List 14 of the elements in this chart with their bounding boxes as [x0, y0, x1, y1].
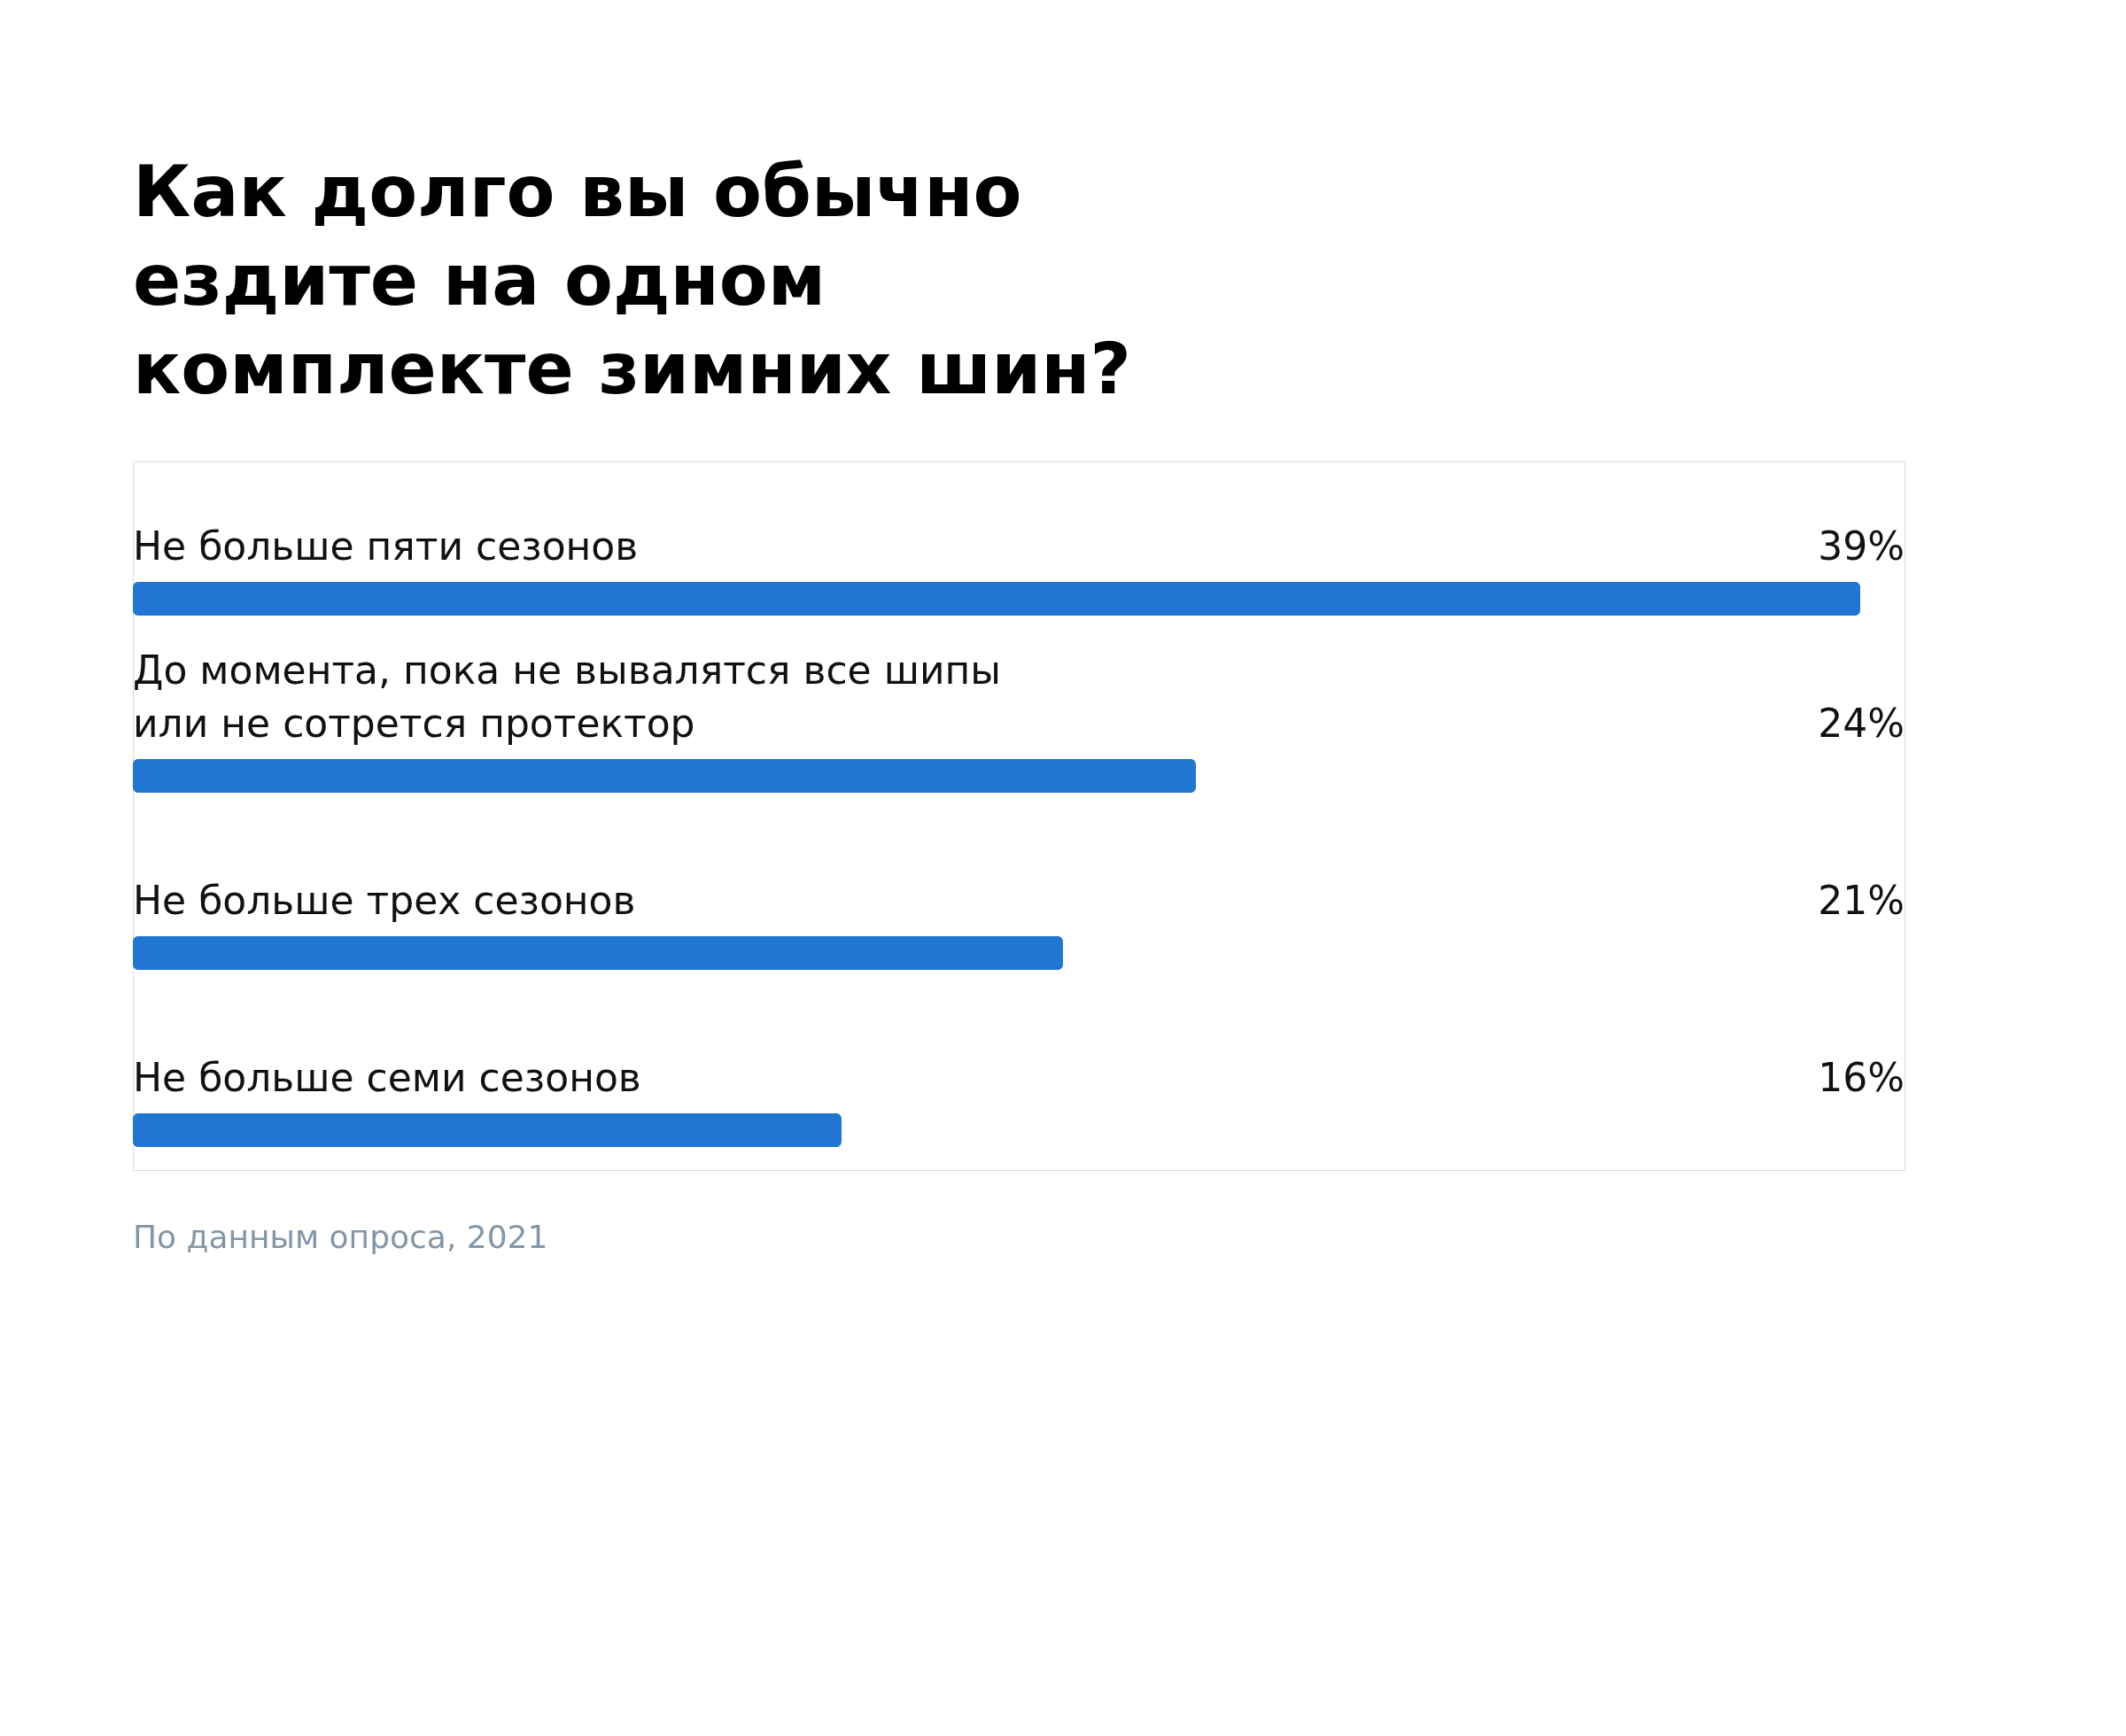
- y-tick-label: До момента, пока не вывалятся все шипы или не сотрется протектор: [133, 647, 1002, 746]
- data-label: 39%: [1818, 523, 1905, 569]
- data-label: 24%: [1818, 701, 1905, 746]
- y-tick-label: Не больше трех сезонов: [133, 878, 636, 923]
- y-tick-label: Не больше пяти сезонов: [133, 523, 639, 569]
- bar: [133, 936, 1063, 970]
- data-label: 21%: [1818, 878, 1905, 923]
- y-tick-label: Не больше семи сезонов: [133, 1055, 641, 1100]
- data-label: 16%: [1818, 1055, 1905, 1100]
- chart-title: Как долго вы обычно ездите на одном комплекте зимних шин?: [133, 151, 1131, 410]
- bar: [133, 759, 1196, 793]
- text: По данным опроса, 2021: [133, 1219, 548, 1255]
- bar: [133, 582, 1860, 616]
- bar: [133, 1113, 842, 1147]
